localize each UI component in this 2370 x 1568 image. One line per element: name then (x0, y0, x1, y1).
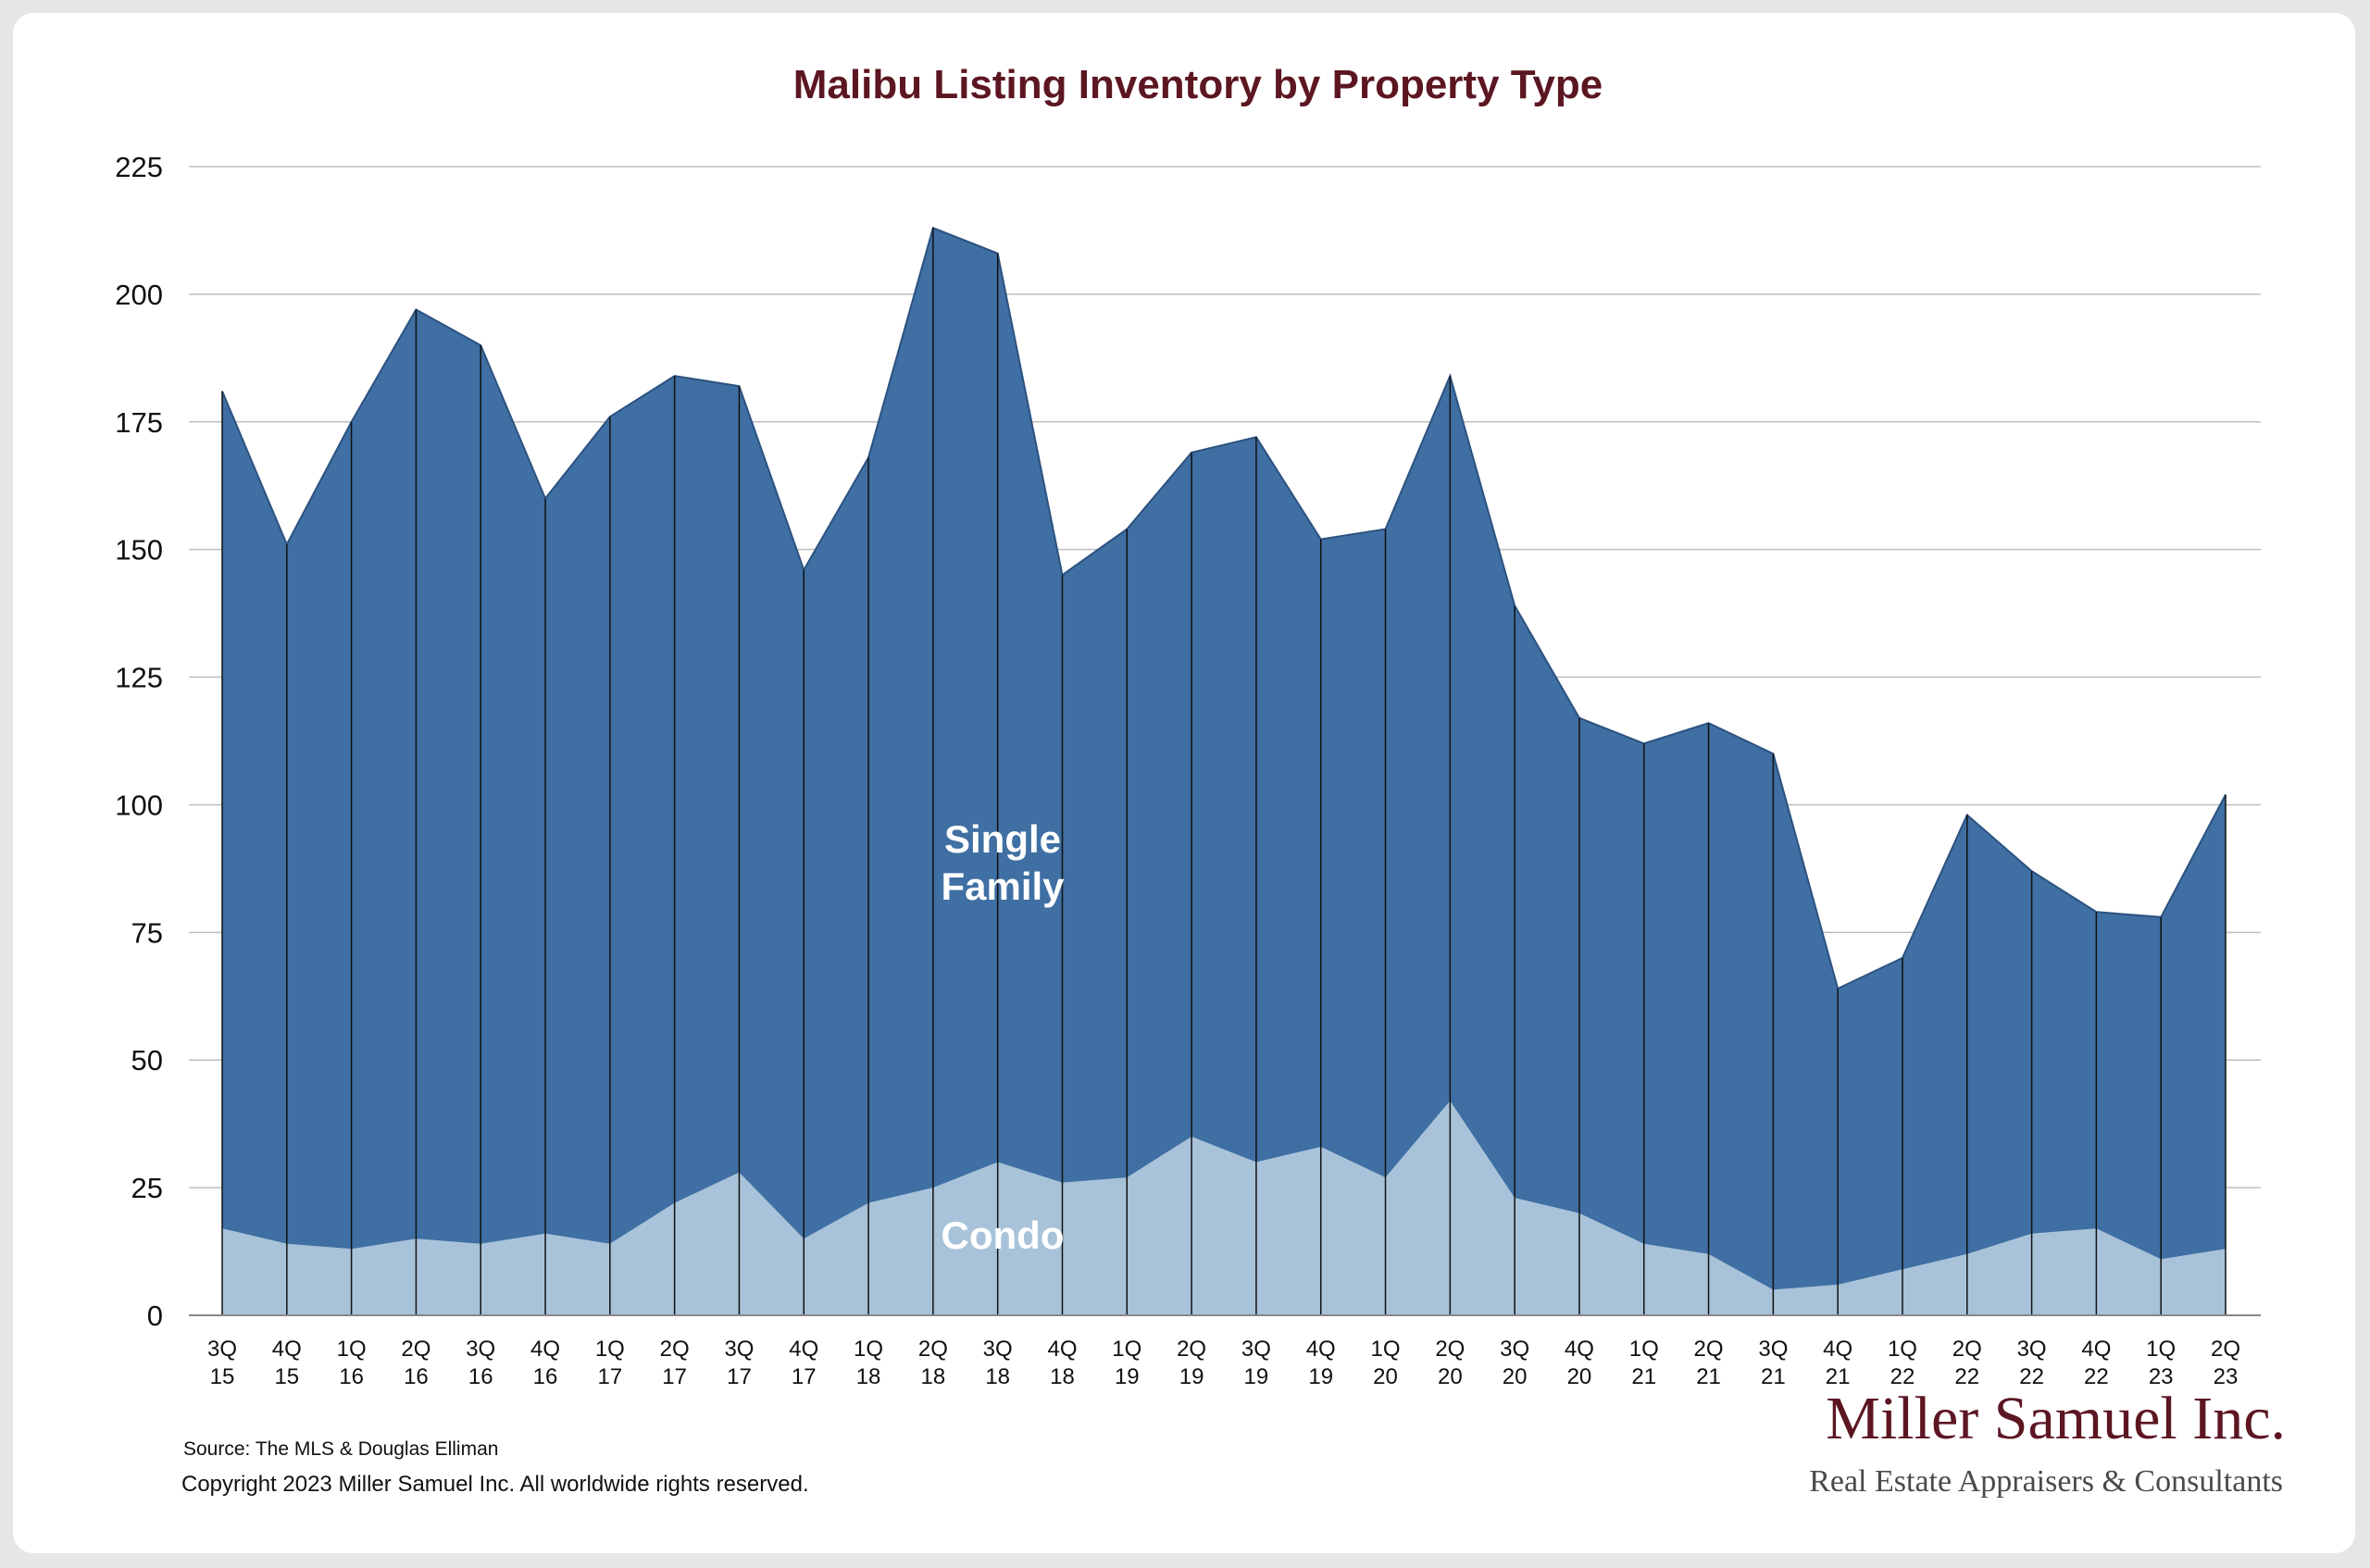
condo-label: Condo (942, 1213, 1065, 1257)
x-tick-label: 4Q (2081, 1337, 2111, 1362)
x-tick-label: 3Q (1500, 1337, 1529, 1362)
x-tick-label-year: 21 (1631, 1364, 1656, 1389)
area-series (221, 226, 2227, 1315)
x-tick-label-year: 15 (274, 1364, 299, 1389)
x-tick-label-year: 23 (2214, 1364, 2239, 1389)
source-note: Source: The MLS & Douglas Elliman (183, 1438, 498, 1460)
x-tick-label: 2Q (1952, 1337, 1982, 1362)
y-tick-label: 100 (115, 789, 163, 821)
x-tick-label: 1Q (854, 1337, 883, 1362)
x-tick-label-year: 21 (1696, 1364, 1721, 1389)
chart-title: Malibu Listing Inventory by Property Typ… (793, 62, 1603, 107)
x-tick-label-year: 16 (533, 1364, 558, 1389)
y-tick-label: 0 (147, 1300, 163, 1332)
chart: Malibu Listing Inventory by Property Typ… (115, 62, 2286, 1499)
y-tick-label: 225 (115, 151, 163, 183)
x-tick-label: 1Q (1629, 1337, 1659, 1362)
x-tick-label: 1Q (595, 1337, 625, 1362)
area-condo (222, 1101, 2226, 1315)
quarter-dividers (221, 228, 2227, 1315)
x-tick-label-year: 19 (1179, 1364, 1204, 1389)
x-tick-label: 3Q (466, 1337, 495, 1362)
x-tick-label-year: 16 (339, 1364, 364, 1389)
x-tick-label: 2Q (1694, 1337, 1724, 1362)
x-tick-label: 4Q (1306, 1337, 1336, 1362)
x-tick-label-year: 23 (2149, 1364, 2174, 1389)
x-tick-label-year: 18 (1050, 1364, 1075, 1389)
x-tick-label-year: 17 (597, 1364, 622, 1389)
x-axis: 3Q154Q151Q162Q163Q164Q161Q172Q173Q174Q17… (189, 1314, 2261, 1389)
chart-card: Malibu Listing Inventory by Property Typ… (13, 13, 2355, 1553)
y-tick-label: 25 (131, 1172, 163, 1204)
x-tick-label-year: 19 (1115, 1364, 1140, 1389)
x-tick-label: 4Q (789, 1337, 818, 1362)
x-tick-label: 1Q (1112, 1337, 1141, 1362)
logo-tagline: Real Estate Appraisers & Consultants (1809, 1464, 2283, 1499)
single-family-label-line2: Family (941, 865, 1065, 908)
total-outline (221, 226, 2227, 990)
x-tick-label-year: 22 (1890, 1364, 1915, 1389)
x-tick-label: 2Q (918, 1337, 948, 1362)
y-tick-label: 125 (115, 662, 163, 694)
y-tick-label: 175 (115, 406, 163, 439)
x-tick-label-year: 15 (210, 1364, 235, 1389)
x-tick-label: 3Q (2017, 1337, 2047, 1362)
x-tick-label: 2Q (660, 1337, 690, 1362)
x-tick-label-year: 18 (985, 1364, 1010, 1389)
x-tick-label: 4Q (1565, 1337, 1594, 1362)
x-tick-label-year: 20 (1438, 1364, 1463, 1389)
x-tick-label: 2Q (2211, 1337, 2240, 1362)
logo-name: Miller Samuel Inc. (1826, 1385, 2286, 1452)
x-tick-label-year: 17 (727, 1364, 752, 1389)
x-tick-label-year: 22 (1954, 1364, 1979, 1389)
y-axis: 0 25 50 75 100 125 150 175 200 225 (115, 151, 163, 1332)
area-single-family (222, 228, 2226, 1290)
x-tick-label: 1Q (1371, 1337, 1401, 1362)
copyright-note: Copyright 2023 Miller Samuel Inc. All wo… (181, 1472, 809, 1497)
x-tick-label-year: 18 (856, 1364, 881, 1389)
x-tick-label: 2Q (1435, 1337, 1465, 1362)
y-tick-label: 150 (115, 534, 163, 566)
x-tick-label-year: 19 (1308, 1364, 1333, 1389)
x-tick-label: 4Q (1823, 1337, 1852, 1362)
x-tick-label: 3Q (207, 1337, 237, 1362)
x-tick-label: 4Q (272, 1337, 302, 1362)
x-tick-label-year: 16 (468, 1364, 493, 1389)
x-tick-label: 4Q (530, 1337, 560, 1362)
y-tick-label: 75 (131, 916, 163, 949)
y-tick-label: 200 (115, 279, 163, 311)
single-family-label: Single (944, 817, 1061, 861)
x-tick-label: 1Q (337, 1337, 367, 1362)
x-tick-label-year: 21 (1761, 1364, 1786, 1389)
x-tick-label-year: 18 (921, 1364, 946, 1389)
x-tick-label-year: 20 (1503, 1364, 1528, 1389)
x-tick-label: 3Q (724, 1337, 754, 1362)
x-tick-label: 1Q (1888, 1337, 1917, 1362)
x-tick-label: 3Q (1241, 1337, 1271, 1362)
x-tick-label-year: 17 (792, 1364, 817, 1389)
x-tick-label-year: 17 (662, 1364, 687, 1389)
x-tick-label-year: 22 (2019, 1364, 2044, 1389)
x-tick-label: 3Q (983, 1337, 1013, 1362)
x-tick-label-year: 19 (1244, 1364, 1269, 1389)
x-tick-label: 1Q (2146, 1337, 2176, 1362)
x-tick-label-year: 20 (1567, 1364, 1592, 1389)
x-tick-label-year: 16 (404, 1364, 429, 1389)
x-tick-label: 3Q (1758, 1337, 1788, 1362)
x-tick-label: 2Q (401, 1337, 430, 1362)
x-tick-label-year: 21 (1826, 1364, 1851, 1389)
x-tick-label-year: 20 (1373, 1364, 1398, 1389)
x-tick-label: 4Q (1047, 1337, 1077, 1362)
y-tick-label: 50 (131, 1044, 163, 1076)
x-tick-label: 2Q (1177, 1337, 1206, 1362)
x-tick-label-year: 22 (2084, 1364, 2109, 1389)
